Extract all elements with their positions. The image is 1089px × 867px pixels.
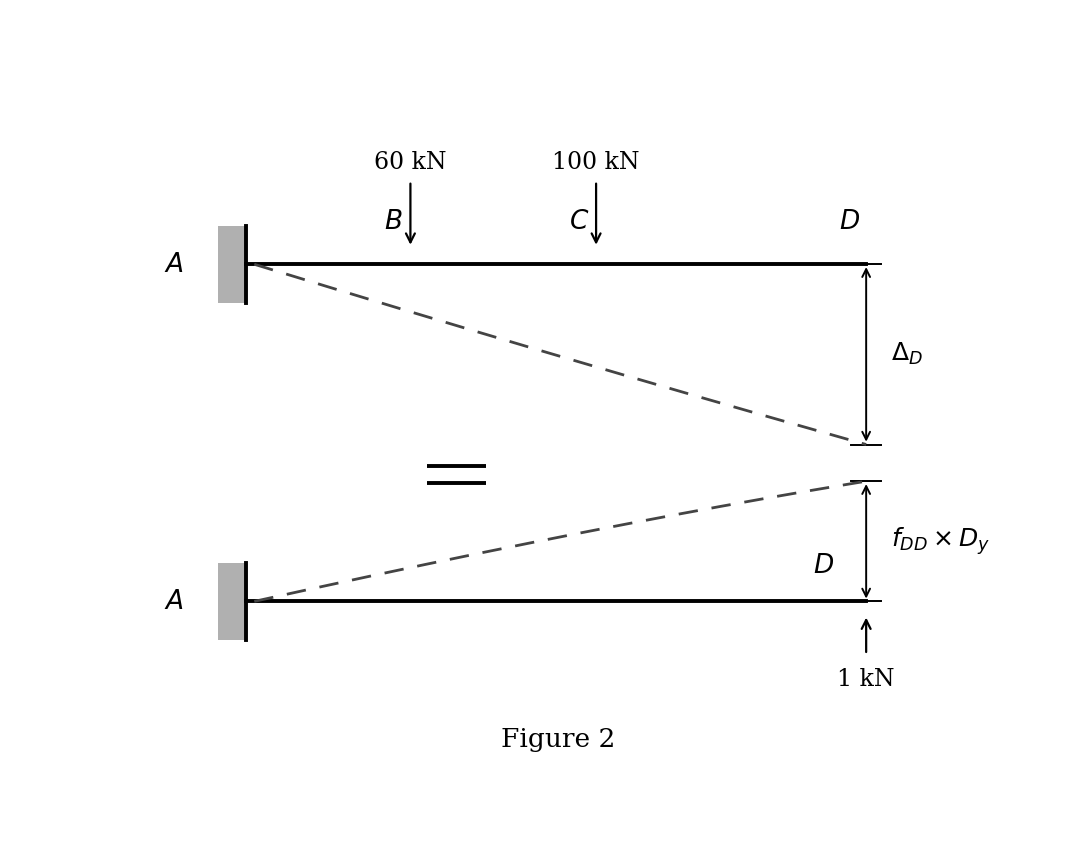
Text: 1 kN: 1 kN (837, 668, 895, 691)
Bar (218, 226, 246, 303)
Text: $\Delta_D$: $\Delta_D$ (892, 342, 923, 368)
Text: $C$: $C$ (570, 209, 589, 234)
Bar (218, 563, 246, 640)
Text: 60 kN: 60 kN (375, 151, 446, 174)
Text: Figure 2: Figure 2 (501, 727, 615, 752)
Text: $D$: $D$ (813, 553, 834, 578)
Text: $f_{DD} \times D_y$: $f_{DD} \times D_y$ (892, 525, 990, 557)
Text: $A$: $A$ (164, 589, 184, 614)
Text: 100 kN: 100 kN (552, 151, 640, 174)
Text: $A$: $A$ (164, 251, 184, 277)
Text: $B$: $B$ (384, 209, 403, 234)
Text: $D$: $D$ (839, 209, 860, 234)
